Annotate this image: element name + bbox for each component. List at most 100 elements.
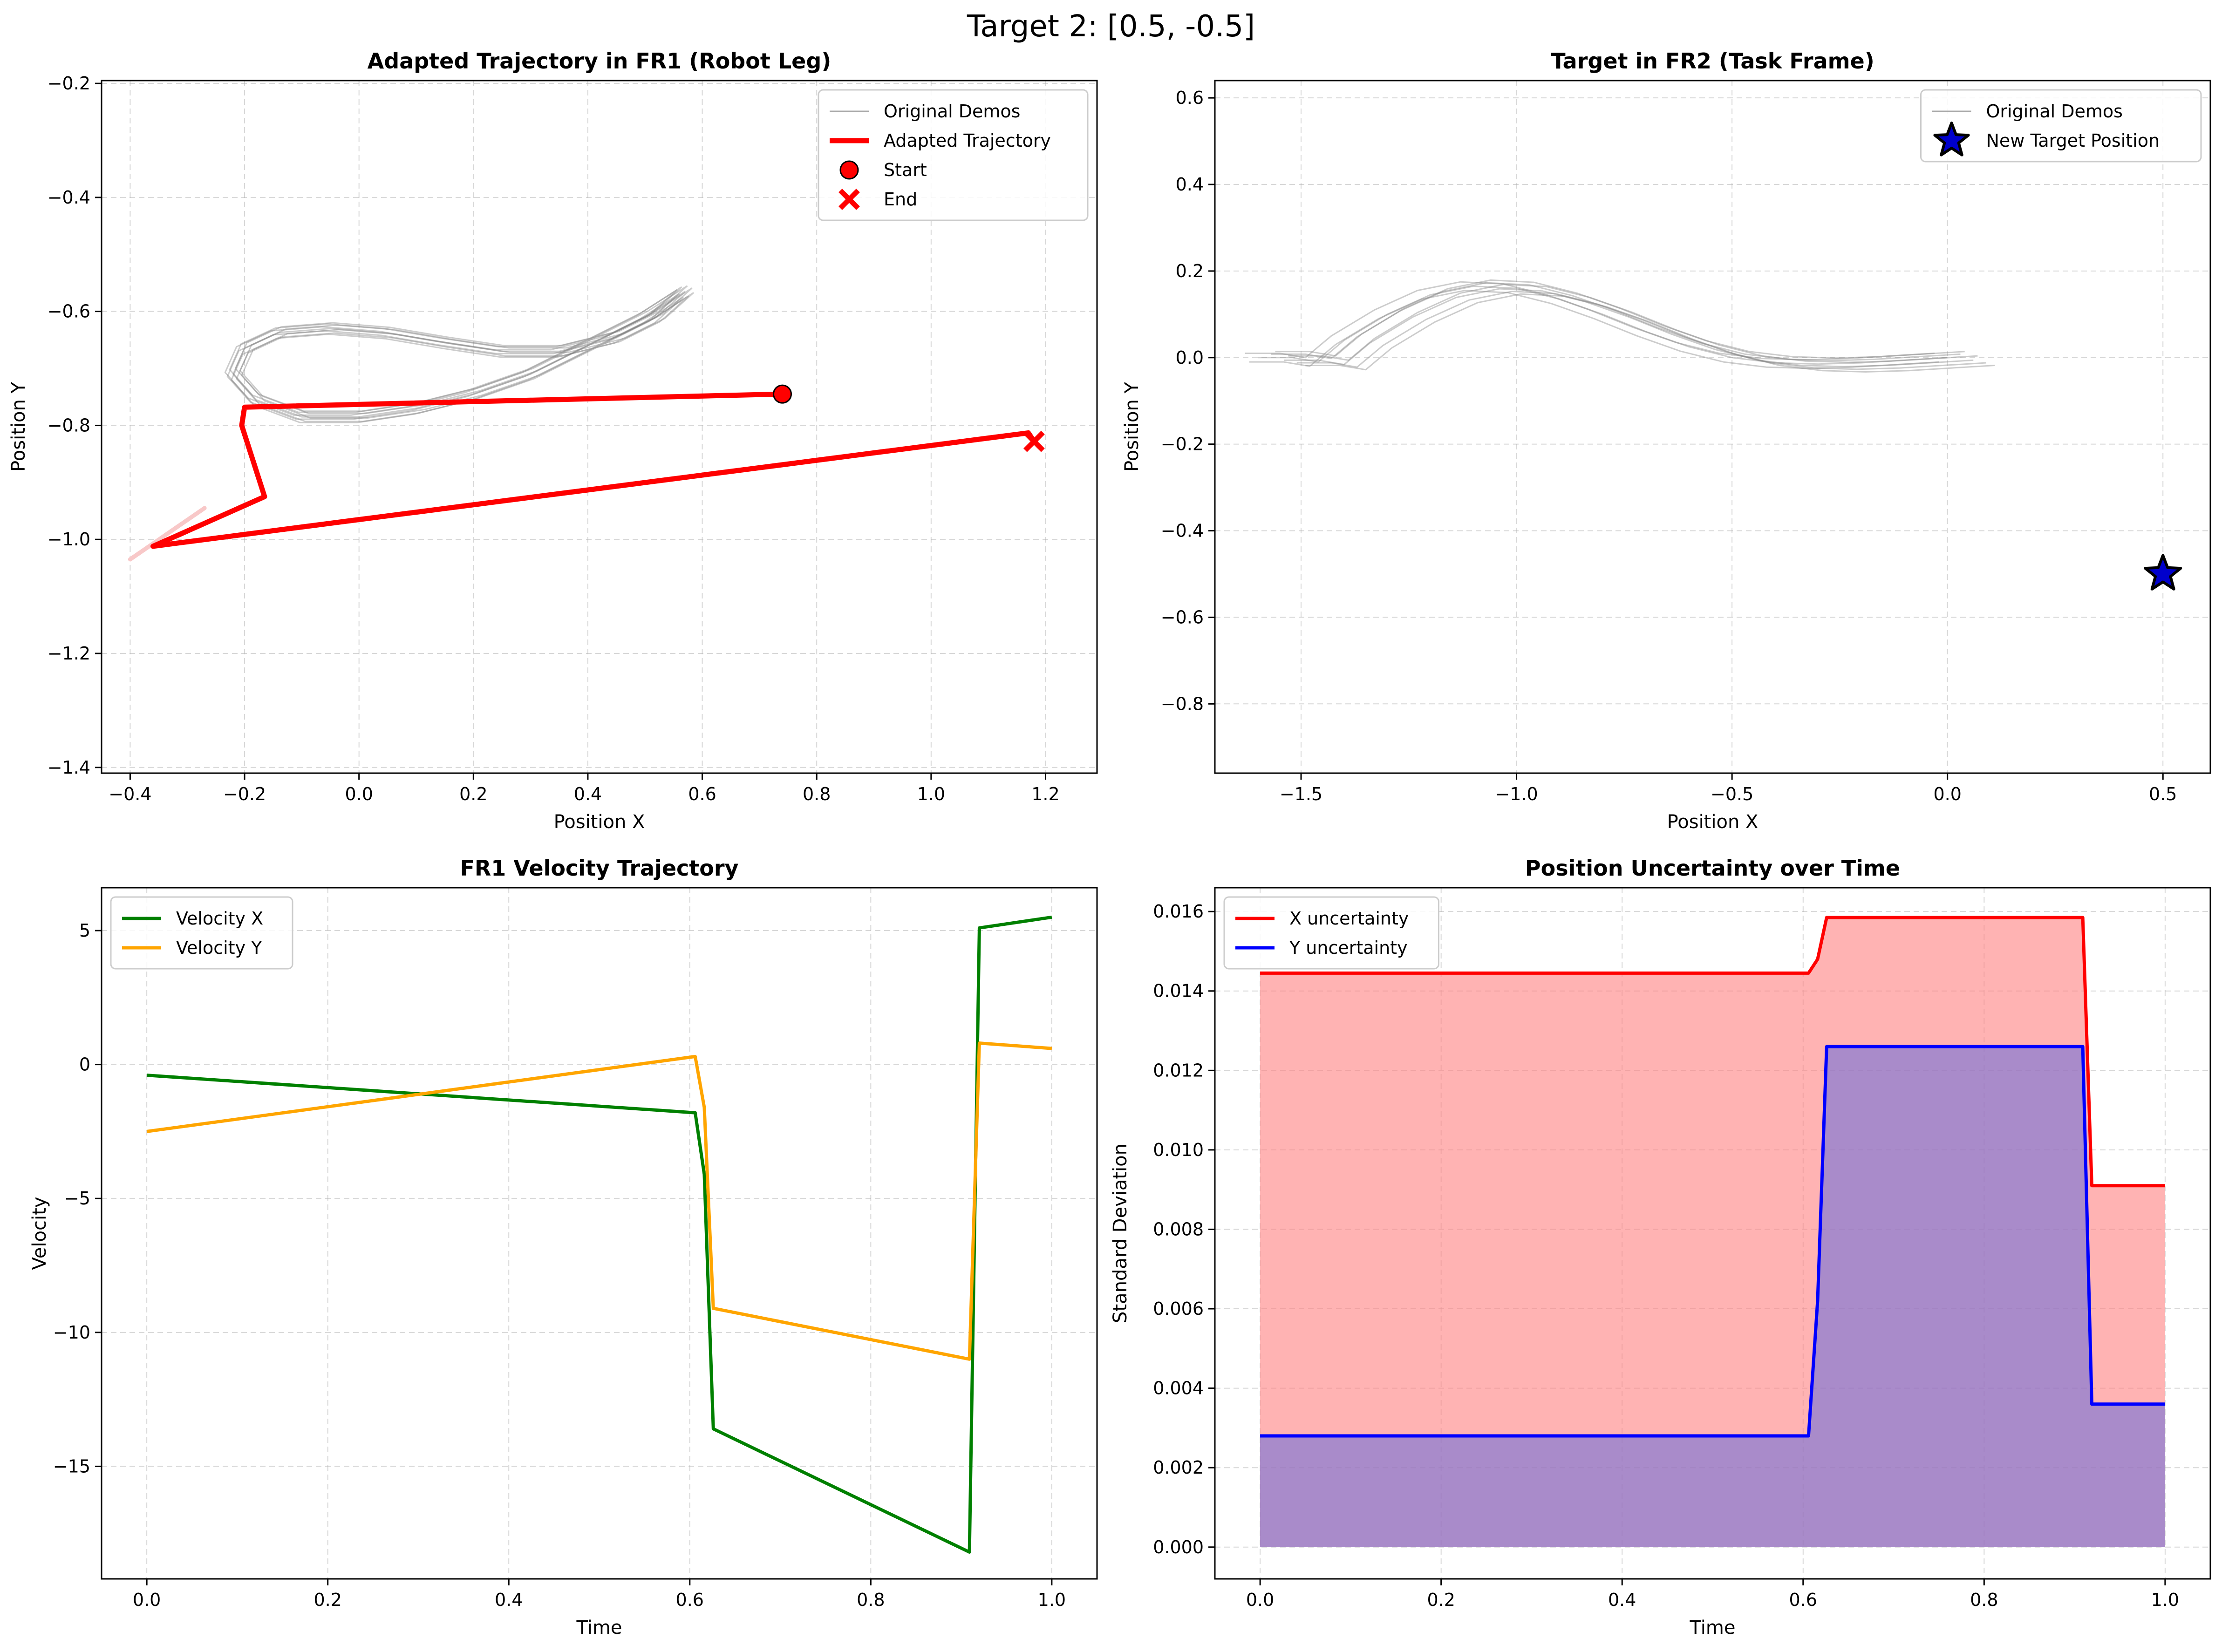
chart-title: Target in FR2 (Task Frame) <box>1551 48 1874 74</box>
y-tick-label-7: 0.6 <box>1176 88 1204 108</box>
y-tick-label-5: 0.2 <box>1176 261 1204 281</box>
target-star-marker <box>2144 554 2182 591</box>
legend-box <box>1223 896 1439 970</box>
chart-title: Position Uncertainty over Time <box>1525 856 1900 881</box>
y-tick-label-7: 0.014 <box>1153 981 1204 1001</box>
demo-trajectory-1 <box>1271 282 1961 361</box>
demo-trajectory-2 <box>226 293 680 420</box>
y-tick-label-2: −5 <box>64 1188 90 1209</box>
y-tick-label-6: 0.012 <box>1153 1060 1204 1081</box>
y-tick-label-4: 0.0 <box>1176 347 1204 368</box>
y-tick-label-6: −0.2 <box>48 73 90 94</box>
legend-label-3: End <box>884 189 917 210</box>
x-tick-label-2: 0.4 <box>1608 1590 1636 1610</box>
plot-area-fr2 <box>1245 279 2182 591</box>
legend-handle-stroke-b <box>838 189 860 210</box>
legend-label-0: Velocity X <box>176 908 263 929</box>
x-axis-label: Time <box>1690 1617 1736 1638</box>
x-tick-label-8: 1.2 <box>1031 784 1059 804</box>
demo-trajectory-7 <box>1288 284 1978 363</box>
chart-fr2: −1.5 −1.0 −0.5 0.0 0.5 −0.8 −0.6 −0.4 −0.2 0.0 0.2… <box>1121 48 2211 833</box>
legend-vel: Velocity X Velocity Y <box>110 896 293 970</box>
plot-area-vel <box>146 915 1052 1554</box>
x-tick-label-5: 1.0 <box>1038 1590 1066 1610</box>
legend-unc: X uncertainty Y uncertainty <box>1223 896 1439 970</box>
x-tick-label-1: 0.2 <box>1427 1590 1455 1610</box>
y-tick-label-5: 0.010 <box>1153 1140 1204 1160</box>
demo-trajectory-5 <box>1275 279 1965 359</box>
y-axis-label: Standard Deviation <box>1110 1143 1131 1323</box>
legend-label-2: Start <box>884 160 927 180</box>
chart-fr1: −0.4 −0.2 0.0 0.2 0.4 0.6 0.8 1.0 1.2 −1.4 −1.2 −1.… <box>8 48 1098 833</box>
x-tick-label-2: −0.5 <box>1711 784 1753 804</box>
y-axis-label: Position Y <box>8 381 29 471</box>
x-tick-label-4: 0.5 <box>2149 784 2177 804</box>
end-marker <box>1023 430 1045 452</box>
series-line-0 <box>1260 916 2165 1188</box>
x-tick-label-4: 0.8 <box>857 1590 885 1610</box>
demo-trajectory-8 <box>231 296 684 423</box>
legend-label-0: X uncertainty <box>1289 908 1409 929</box>
chart-title: Adapted Trajectory in FR1 (Robot Leg) <box>368 48 832 74</box>
y-tick-label-3: −0.8 <box>48 415 90 435</box>
axes-frame-unc <box>1214 887 2211 1580</box>
axes-frame-fr1 <box>101 80 1098 774</box>
y-axis-label: Position Y <box>1121 381 1143 471</box>
x-tick-label-5: 0.6 <box>688 784 716 804</box>
legend-label-1: Adapted Trajectory <box>884 130 1051 151</box>
legend-fr2: Original Demos New Target Position <box>1920 89 2202 163</box>
chart-unc: 0.0 0.2 0.4 0.6 0.8 1.0 0.000 0.002 0.004 0.006 0.… <box>1110 856 2211 1638</box>
demo-trajectory-6 <box>224 289 678 416</box>
chart-vel: 0.0 0.2 0.4 0.6 0.8 1.0 −15 −10 −5 0 5 FR1 Velocity… <box>29 856 1098 1638</box>
series-line-1 <box>146 1041 1052 1361</box>
y-tick-label-8: 0.016 <box>1153 901 1204 922</box>
x-tick-label-4: 0.8 <box>1970 1590 1998 1610</box>
y-tick-label-3: 0 <box>79 1054 90 1075</box>
y-tick-label-1: 0.002 <box>1153 1457 1204 1478</box>
x-tick-label-4: 0.4 <box>574 784 602 804</box>
demo-trajectory-1 <box>239 287 693 415</box>
legend-box <box>818 89 1089 221</box>
legend-label-0: Original Demos <box>884 101 1020 122</box>
legend-handle-3 <box>838 189 860 210</box>
legend-handle-2 <box>839 160 859 180</box>
demo-trajectory-8 <box>1305 293 1995 373</box>
demo-trajectory-3 <box>236 295 689 422</box>
chart-title: FR1 Velocity Trajectory <box>460 856 738 881</box>
x-tick-label-1: −1.0 <box>1495 784 1538 804</box>
y-tick-label-4: 5 <box>79 920 90 941</box>
x-tick-label-0: 0.0 <box>133 1590 161 1610</box>
x-tick-label-5: 1.0 <box>2151 1590 2179 1610</box>
x-tick-label-2: 0.4 <box>495 1590 523 1610</box>
demo-trajectory-3 <box>1245 281 1935 360</box>
demo-trajectory-4 <box>229 286 682 413</box>
figure-suptitle: Target 2: [0.5, -0.5] <box>967 9 1255 44</box>
x-tick-label-0: 0.0 <box>1246 1590 1274 1610</box>
y-tick-label-0: 0.000 <box>1153 1537 1204 1557</box>
y-tick-label-5: −0.4 <box>48 187 90 208</box>
y-tick-label-3: −0.2 <box>1161 434 1204 455</box>
legend-label-1: Velocity Y <box>176 938 262 958</box>
y-tick-label-1: −1.2 <box>48 643 90 664</box>
x-tick-label-3: 0.2 <box>459 784 487 804</box>
legend-label-0: Original Demos <box>1986 101 2123 122</box>
axes-frame-fr2 <box>1214 80 2211 774</box>
y-tick-label-1: −0.6 <box>1161 607 1204 627</box>
y-tick-label-2: −0.4 <box>1161 521 1204 541</box>
y-tick-label-1: −10 <box>53 1322 90 1343</box>
demo-trajectory-0 <box>232 291 686 418</box>
x-tick-label-3: 0.6 <box>676 1590 704 1610</box>
x-axis-label: Position X <box>554 811 645 833</box>
x-tick-label-0: −1.5 <box>1280 784 1322 804</box>
legend-label-1: Y uncertainty <box>1289 938 1408 958</box>
demo-trajectory-2 <box>1284 288 1974 367</box>
x-tick-label-1: −0.2 <box>223 784 266 804</box>
y-tick-label-0: −15 <box>53 1456 90 1476</box>
x-tick-label-0: −0.4 <box>109 784 151 804</box>
x-axis-label: Time <box>576 1617 622 1638</box>
axes-frame-vel <box>101 887 1098 1580</box>
y-tick-label-0: −0.8 <box>1161 693 1204 714</box>
y-tick-label-6: 0.4 <box>1176 174 1204 195</box>
